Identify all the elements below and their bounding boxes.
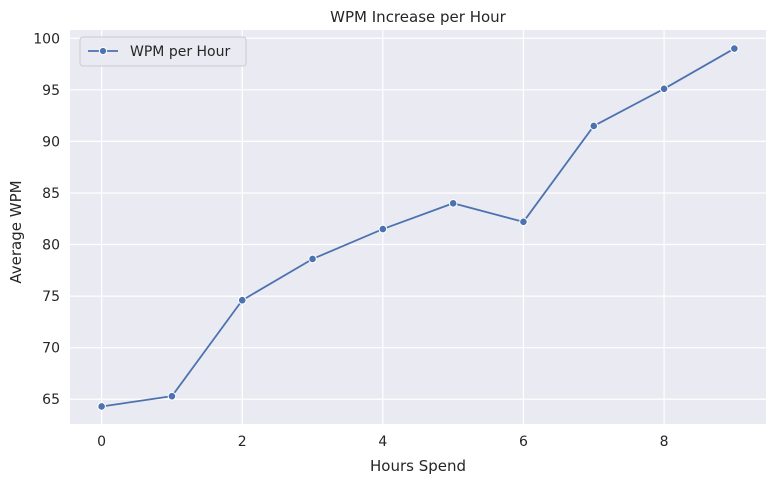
chart-title: WPM Increase per Hour [330,8,506,26]
data-point [237,295,247,305]
data-point [448,198,458,208]
x-axis-ticks: 0 2 4 6 8 [97,434,668,450]
x-axis-label: Hours Spend [370,457,466,475]
y-axis-label: Average WPM [7,180,25,283]
legend-box [79,36,247,67]
x-tick-label: 0 [97,434,106,450]
y-tick-label: 85 [42,186,60,202]
x-tick-label: 2 [238,434,247,450]
data-point [659,84,669,94]
series-line [101,47,735,408]
x-tick-label: 4 [378,434,387,450]
series-layer [97,44,739,411]
y-tick-label: 95 [42,83,60,99]
y-tick-label: 80 [42,238,60,254]
x-tick-label: 6 [519,434,528,450]
legend: WPM per Hour [79,36,247,67]
legend-label: WPM per Hour [130,44,230,60]
y-tick-label: 90 [42,134,60,150]
data-point [378,224,388,234]
y-tick-label: 70 [42,341,60,357]
y-tick-label: 65 [42,392,60,408]
y-axis-ticks: 65 70 75 80 85 90 95 100 [33,31,60,408]
data-point [308,254,317,264]
legend-marker [98,46,108,56]
data-point [167,391,177,401]
x-tick-label: 8 [660,434,669,450]
data-point [730,44,739,53]
y-tick-label: 100 [33,31,60,47]
data-point [97,402,106,411]
data-point [589,121,599,131]
y-tick-label: 75 [42,289,60,305]
data-point [519,217,528,227]
